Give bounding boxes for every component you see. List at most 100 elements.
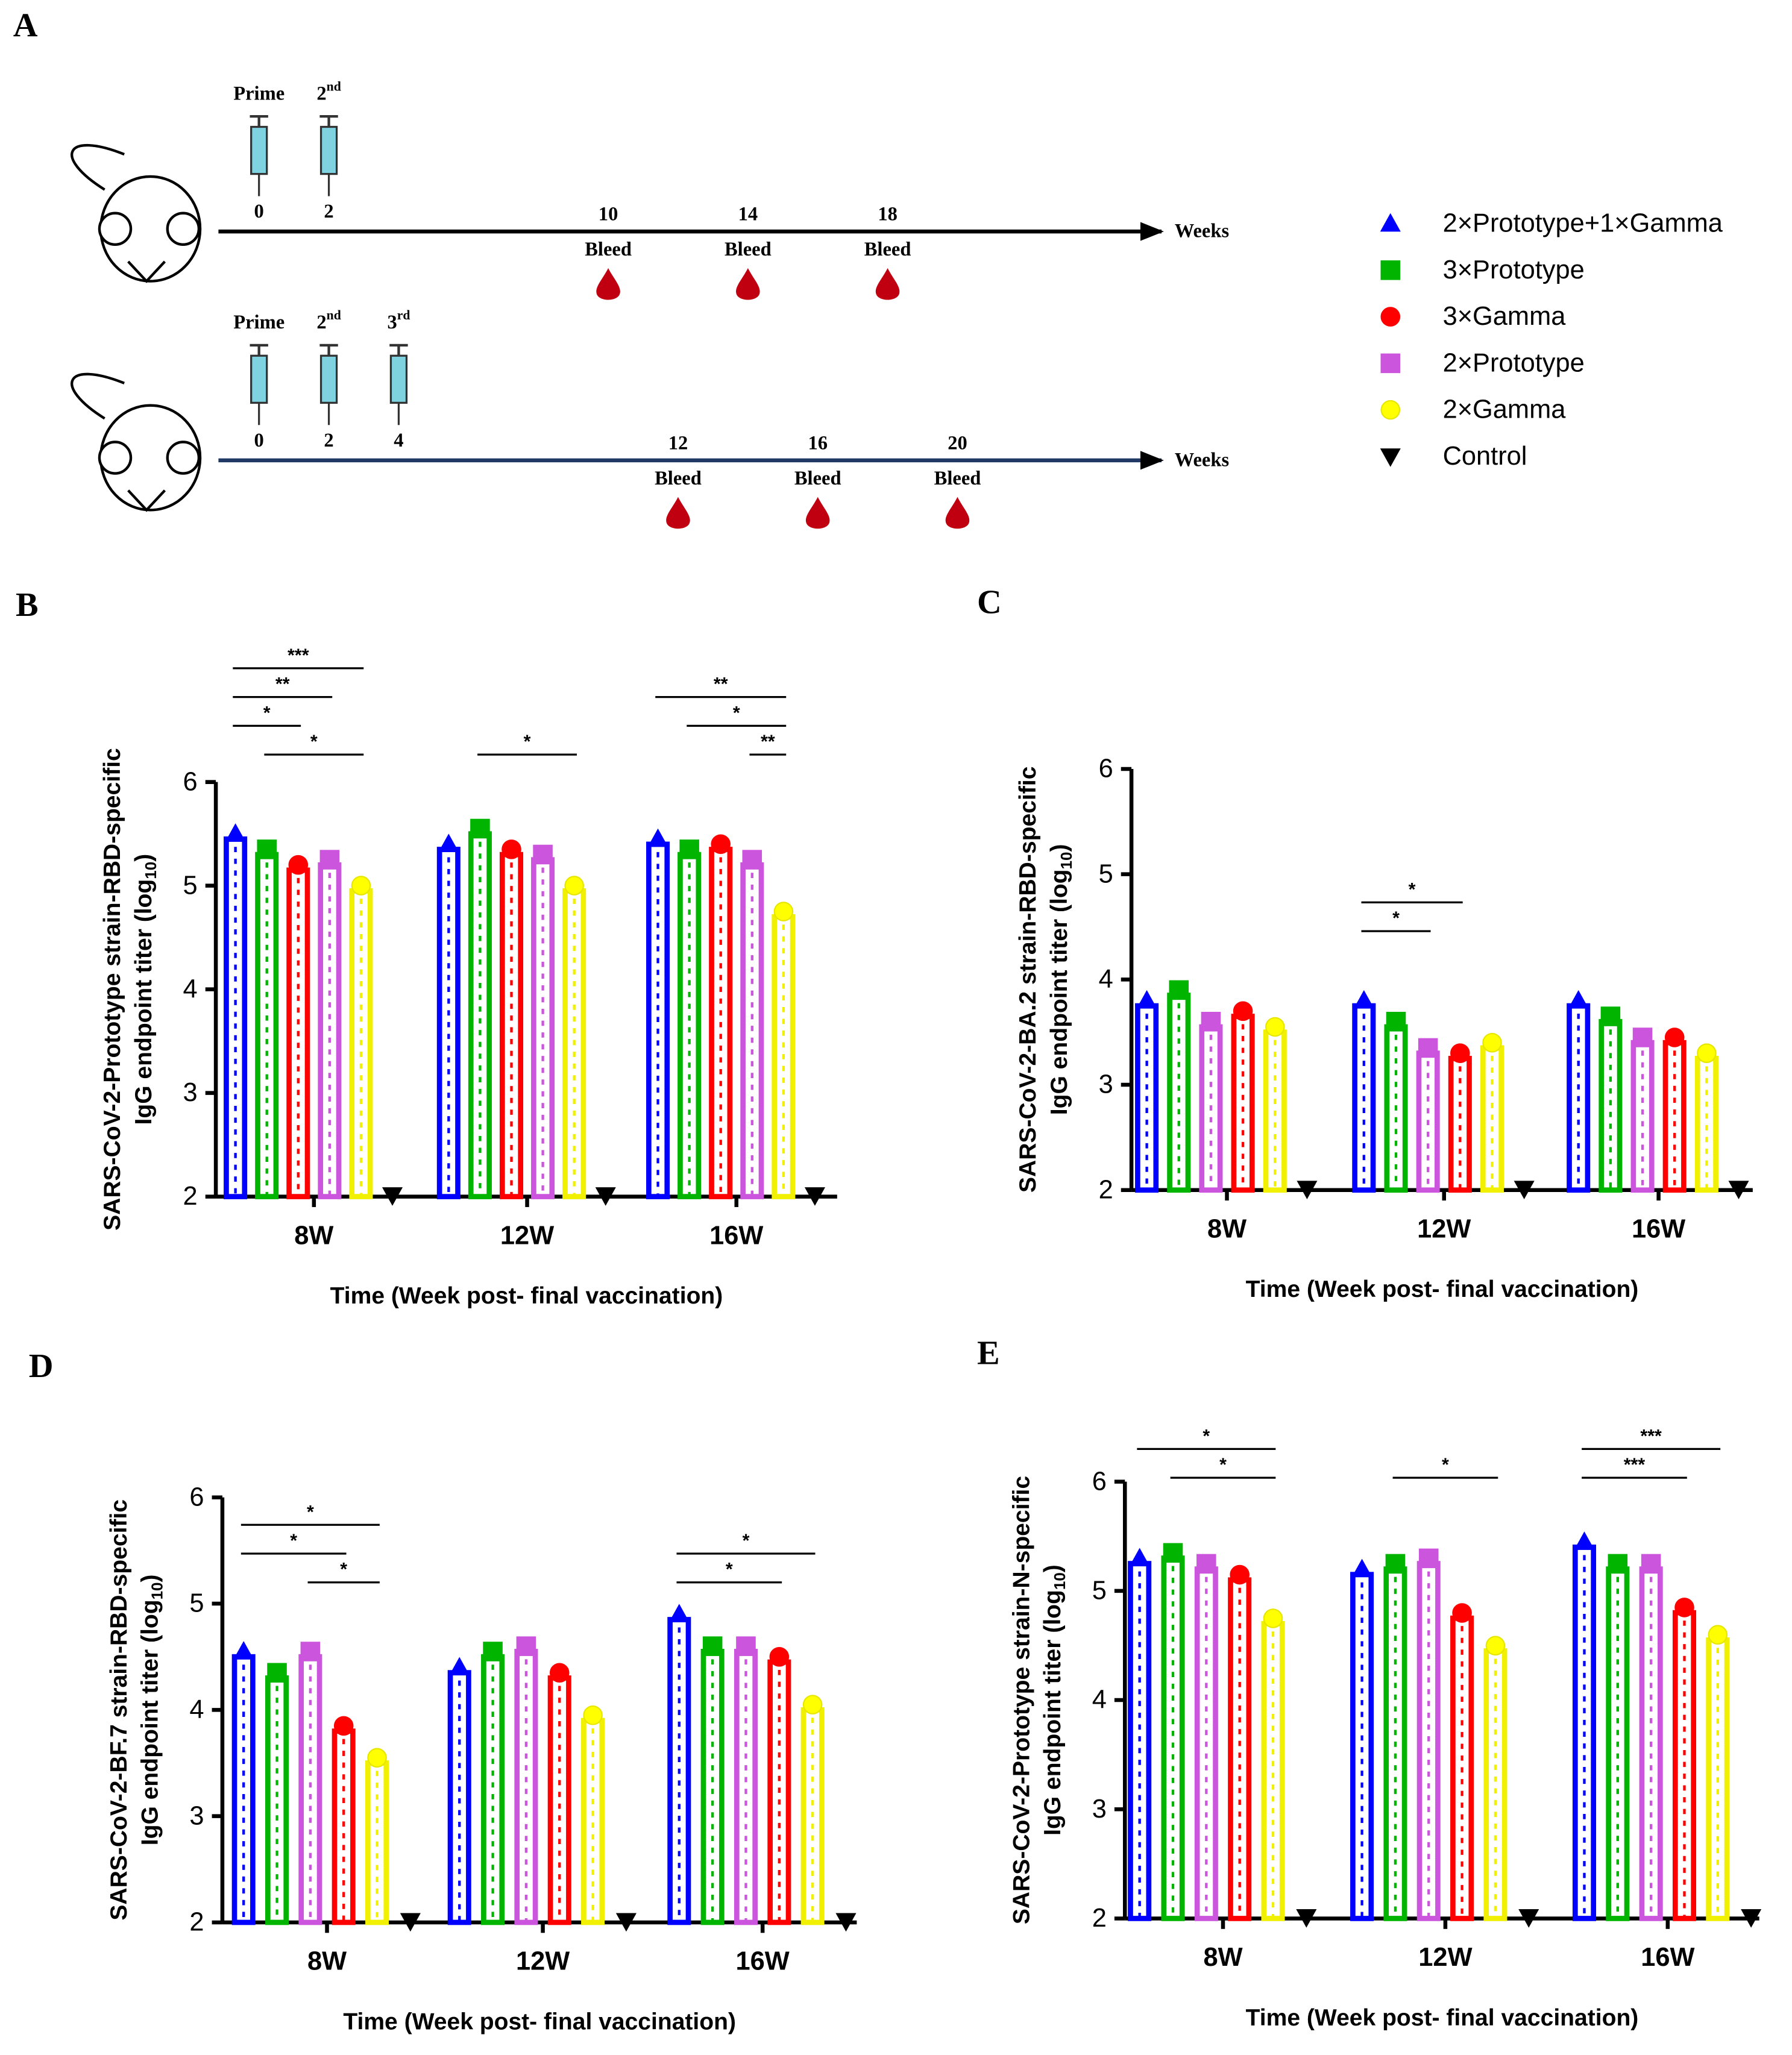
data-point [736,1636,756,1656]
dose-label-text: 2 [316,312,326,334]
data-point [802,1695,823,1715]
x-axis-title: Time (Week post- final vaccination) [1246,1276,1639,1302]
data-point [1233,1001,1253,1021]
dose-label-text: Prime [233,312,285,334]
data-point [1418,1038,1438,1058]
control-point [1518,1909,1539,1928]
bar [1483,1648,1507,1921]
legend-marker [1380,213,1401,232]
legend-marker [1380,448,1401,467]
data-point [367,1748,387,1768]
legend-label: 3×Prototype [1443,256,1585,284]
legend-marker [1380,260,1401,280]
data-point [1452,1603,1472,1623]
y-tick-label: 6 [1099,755,1113,783]
dose-week: 0 [254,430,264,451]
y-axis-title: SARS-CoV-2-BA.2 strain-RBD-specific [1015,767,1041,1193]
y-axis-title-text: IgG endpoint titer (log [1046,869,1072,1115]
significance-label: * [733,703,740,723]
panel-label: C [977,584,1002,621]
data-point [288,855,309,875]
control-point [1514,1181,1535,1199]
y-axis-title: SARS-CoV-2-BF.7 strain-RBD-specific [106,1499,132,1921]
data-point [470,818,490,839]
y-axis-title: IgG endpoint titer (log10) [137,1574,166,1845]
significance-label: * [307,1502,314,1522]
dose-label: 2nd [316,79,341,105]
bleed-label: Bleed [655,468,702,489]
bleed-label: Bleed [934,468,981,489]
significance-label: ** [275,674,290,694]
y-axis-title: SARS-CoV-2-Prototype strain-RBD-specific [99,748,125,1231]
data-point [1641,1554,1661,1574]
data-point [1574,1531,1595,1550]
y-axis-title-end: ) [137,1574,163,1582]
y-axis-title: IgG endpoint titer (log10) [131,854,159,1125]
dose-week: 4 [394,430,403,451]
y-tick-label: 2 [189,1908,204,1937]
x-tick-label: 8W [1203,1943,1242,1972]
data-point [583,1705,603,1725]
control-point [400,1913,421,1932]
dose-week: 0 [254,201,264,222]
data-point [702,1636,723,1656]
y-axis-title: IgG endpoint titer (log10) [1040,1564,1068,1836]
bleed-week: 10 [599,204,618,225]
bar [581,1718,605,1925]
control-point [804,1187,825,1206]
dose-label-text: 2 [316,83,326,105]
data-point [1265,1017,1285,1037]
y-axis-title-sub: 10 [1051,1572,1069,1590]
y-tick-label: 5 [1099,859,1113,888]
x-tick-label: 12W [1418,1943,1472,1972]
x-tick-label: 16W [736,1947,790,1976]
syringe-body [389,354,408,404]
syringe-body [250,354,268,404]
y-tick-label: 4 [183,974,198,1003]
blood-drop [805,497,830,529]
bleed-label: Bleed [585,239,632,260]
y-tick-label: 2 [183,1182,198,1211]
data-point [1230,1564,1250,1585]
significance-label: * [1392,908,1400,929]
bleed-week: 12 [668,432,688,454]
data-point [257,839,277,859]
x-axis-title: Time (Week post- final vaccination) [343,2009,736,2035]
bar [734,1649,758,1925]
significance-label: * [524,732,531,752]
data-point [647,828,668,847]
bleed-week: 18 [878,204,898,225]
x-tick-label: 12W [1417,1214,1471,1243]
y-tick-label: 3 [189,1801,204,1830]
y-axis-title-end: ) [1040,1564,1066,1572]
significance-label: * [263,703,271,723]
y-tick-label: 3 [1092,1795,1107,1824]
y-axis-title-text: IgG endpoint titer (log [131,879,157,1125]
y-axis-title-sub: 10 [1057,852,1075,870]
dose-label-text: 3 [387,312,397,334]
significance-label: * [340,1559,347,1580]
x-tick-label: 16W [1632,1214,1685,1243]
panel-label: B [16,586,39,624]
bar [481,1654,505,1925]
x-axis-title: Time (Week post- final vaccination) [330,1283,723,1309]
bar [1231,1014,1255,1193]
data-point [225,823,246,842]
control-point [615,1913,637,1932]
data-point [333,1716,354,1736]
dose-label: Prime [233,83,285,105]
data-point [1418,1548,1439,1569]
data-point [1351,1558,1372,1578]
data-point [742,850,762,870]
significance-label: *** [1624,1455,1646,1475]
dose-label-sup: nd [327,308,341,322]
data-point [501,839,521,859]
y-tick-label: 6 [189,1482,204,1511]
dose-label: Prime [233,312,285,334]
data-point [483,1642,503,1661]
bleed-label: Bleed [794,468,841,489]
syringe-body [250,125,268,175]
dose-label-sup: rd [397,308,410,322]
y-axis-title: SARS-CoV-2-Prototype strain-N-specific [1008,1476,1034,1924]
